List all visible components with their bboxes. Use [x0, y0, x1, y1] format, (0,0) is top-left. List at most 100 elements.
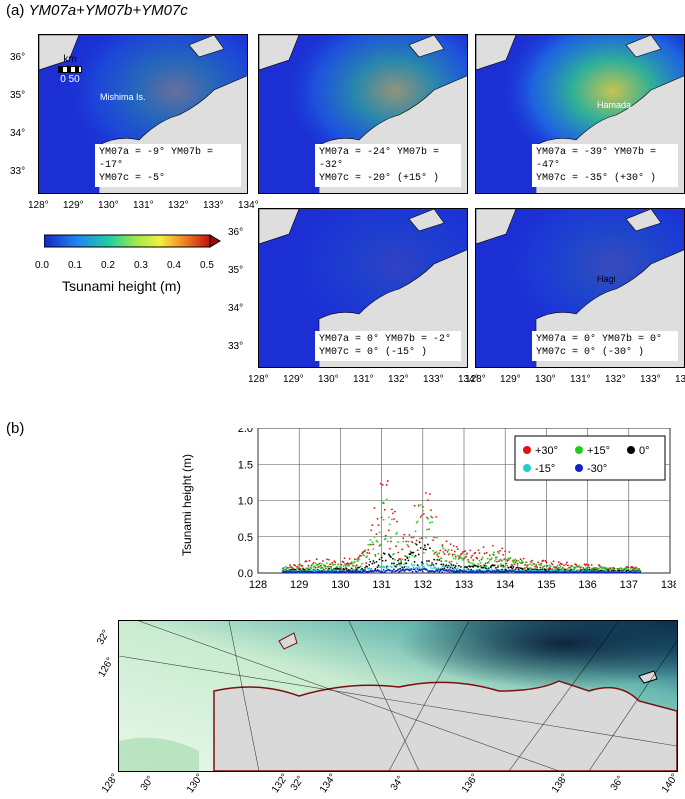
data-point: [482, 546, 485, 549]
data-point: [435, 515, 438, 518]
data-point: [487, 568, 490, 571]
data-point: [393, 568, 395, 571]
data-point: [520, 559, 523, 562]
data-point: [397, 568, 399, 571]
data-point: [435, 551, 438, 553]
data-point: [461, 557, 463, 560]
data-point: [454, 557, 457, 560]
data-point: [435, 567, 438, 570]
data-point: [318, 565, 321, 568]
data-point: [378, 558, 381, 561]
tsunami-map-panel: YM07a = -39° YM07b = -47° YM07c = -35° (…: [475, 34, 685, 194]
data-point: [412, 551, 415, 554]
data-point: [520, 569, 523, 572]
data-point: [555, 569, 558, 572]
data-point: [502, 553, 505, 556]
data-point: [387, 529, 390, 532]
data-point: [556, 564, 559, 567]
data-point: [512, 561, 515, 564]
data-point: [416, 568, 419, 571]
lon-tick: 129°: [63, 200, 84, 211]
data-point: [635, 566, 637, 569]
data-point: [408, 556, 411, 559]
data-point: [368, 558, 371, 561]
data-point: [575, 565, 578, 568]
data-point: [415, 539, 418, 542]
data-point: [284, 565, 287, 568]
bathymetry-svg: [119, 621, 677, 771]
data-point: [440, 560, 443, 563]
colorbar-label: Tsunami height (m): [62, 278, 182, 294]
data-point: [358, 558, 360, 561]
data-point: [585, 563, 588, 566]
data-point: [448, 561, 451, 564]
data-point: [380, 554, 383, 557]
data-point: [587, 564, 590, 566]
data-point: [360, 554, 362, 557]
data-point: [325, 565, 327, 568]
lon-tick: 128°: [248, 374, 269, 385]
data-point: [321, 567, 324, 570]
data-point: [445, 540, 448, 543]
y-tick-label: 1.5: [238, 459, 253, 471]
data-point: [452, 545, 455, 547]
data-point: [375, 533, 378, 536]
data-point: [340, 566, 343, 569]
x-tick-label: 135: [537, 579, 555, 591]
part-a-label: (a): [6, 2, 25, 19]
data-point: [433, 558, 436, 561]
chart-ylabel: Tsunami height (m): [180, 453, 194, 556]
x-tick-label: 136: [578, 579, 596, 591]
data-point: [469, 549, 472, 552]
data-point: [423, 546, 426, 549]
data-point: [611, 567, 614, 569]
y-tick-label: 0.5: [238, 532, 253, 544]
data-point: [429, 493, 431, 495]
lon-tick: 133°: [640, 374, 661, 385]
data-point: [337, 563, 340, 566]
data-point: [629, 567, 632, 570]
data-point: [467, 558, 470, 561]
data-point: [436, 570, 439, 572]
data-point: [482, 566, 485, 569]
data-point: [438, 552, 441, 555]
data-point: [441, 544, 444, 546]
data-point: [469, 562, 472, 564]
lat-tick: 35°: [10, 90, 26, 101]
panel-param-line1: YM07a = -39° YM07b = -47°: [536, 147, 657, 171]
data-point: [404, 558, 407, 561]
data-point: [422, 551, 425, 554]
data-point: [372, 543, 375, 546]
data-point: [450, 564, 453, 566]
data-point: [369, 560, 372, 563]
lon-tick: 132°: [605, 374, 626, 385]
data-point: [491, 570, 494, 572]
data-point: [454, 565, 457, 567]
panel-param-line1: YM07a = 0° YM07b = 0°: [536, 334, 663, 345]
data-point: [397, 559, 399, 562]
data-point: [546, 569, 549, 572]
data-point: [639, 571, 642, 574]
data-point: [324, 569, 326, 572]
data-point: [420, 568, 423, 571]
data-point: [494, 560, 496, 563]
data-point: [516, 566, 519, 569]
data-point: [498, 560, 500, 563]
data-point: [344, 571, 347, 574]
data-point: [412, 536, 415, 539]
data-point: [530, 560, 532, 563]
bottom-map-left-tick: 32°: [95, 628, 113, 647]
data-point: [415, 543, 418, 546]
data-point: [394, 558, 396, 561]
data-point: [418, 567, 421, 569]
data-point: [522, 557, 525, 560]
data-point: [540, 563, 543, 566]
x-tick-label: 138: [661, 579, 676, 591]
data-point: [400, 559, 403, 562]
data-point: [421, 510, 424, 512]
data-point: [433, 565, 436, 567]
x-tick-label: 137: [620, 579, 638, 591]
data-point: [447, 569, 450, 572]
data-point: [408, 534, 411, 536]
data-point: [483, 564, 486, 567]
